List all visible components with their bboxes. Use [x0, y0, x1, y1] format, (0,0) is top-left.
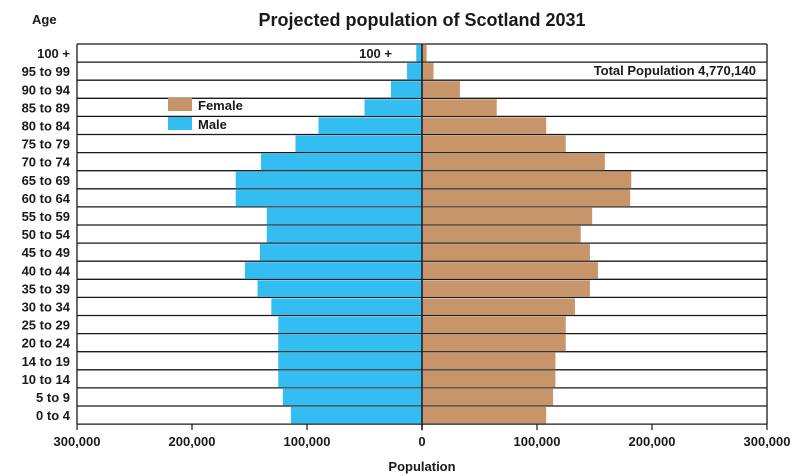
category-label: 10 to 14	[22, 372, 71, 387]
bar-female-1	[422, 63, 434, 80]
x-tick-labels: 300,000 200,000 100,000 0 100,000 200,000 300,…	[54, 424, 791, 449]
bar-male-6	[261, 153, 422, 171]
bar-female-2	[422, 81, 460, 98]
bar-male-3	[364, 99, 422, 116]
category-label: 100 +	[37, 46, 70, 61]
category-label: 30 to 34	[22, 299, 71, 314]
bar-female-6	[422, 153, 605, 171]
bar-male-7	[235, 171, 422, 189]
bar-male-1	[407, 63, 422, 80]
bar-female-20	[422, 407, 547, 424]
category-label: 60 to 64	[22, 191, 71, 206]
category-label: 40 to 44	[22, 263, 71, 278]
legend-label-male: Male	[198, 117, 227, 132]
legend: Female Male	[168, 98, 243, 132]
bars	[235, 45, 632, 424]
bar-female-15	[422, 316, 566, 334]
bar-female-12	[422, 262, 598, 279]
category-label: 95 to 99	[22, 64, 70, 79]
total-population-label: Total Population 4,770,140	[594, 63, 756, 78]
bar-male-19	[282, 388, 422, 406]
category-label: 65 to 69	[22, 173, 70, 188]
category-label: 35 to 39	[22, 281, 70, 296]
bar-female-9	[422, 207, 593, 225]
y-axis-label: Age	[32, 12, 57, 27]
legend-swatch-male	[168, 117, 192, 130]
x-axis-label: Population	[388, 459, 455, 474]
bar-male-4	[318, 117, 422, 134]
bar-female-10	[422, 226, 581, 243]
bar-male-13	[257, 280, 422, 297]
legend-label-female: Female	[198, 98, 243, 113]
x-tick-label: 300,000	[744, 434, 791, 449]
category-label: 45 to 49	[22, 245, 70, 260]
x-tick-label: 200,000	[629, 434, 676, 449]
bar-male-14	[271, 298, 422, 315]
bar-male-2	[390, 81, 422, 98]
legend-swatch-female	[168, 98, 192, 111]
bar-male-9	[266, 207, 422, 225]
category-label: 85 to 89	[22, 100, 70, 115]
bar-male-10	[266, 226, 422, 243]
top-bar-label: 100 +	[359, 46, 392, 61]
x-tick-label: 300,000	[54, 434, 101, 449]
bar-male-20	[290, 407, 422, 424]
x-tick-label: 0	[418, 434, 425, 449]
x-tick-label: 100,000	[284, 434, 331, 449]
bar-male-5	[295, 135, 422, 153]
category-label: 5 to 9	[36, 390, 70, 405]
bar-female-4	[422, 117, 547, 134]
bar-female-0	[422, 45, 427, 62]
bar-female-13	[422, 280, 590, 297]
category-label: 70 to 74	[22, 155, 71, 170]
category-label: 14 to 19	[22, 354, 70, 369]
category-label: 90 to 94	[22, 82, 71, 97]
bar-male-15	[278, 316, 422, 334]
bar-male-18	[278, 370, 422, 388]
category-label: 50 to 54	[22, 227, 71, 242]
category-label: 20 to 24	[22, 336, 71, 351]
bar-female-18	[422, 370, 556, 388]
bar-female-19	[422, 388, 554, 406]
bar-female-7	[422, 171, 632, 189]
bar-male-16	[278, 334, 422, 352]
bar-male-17	[278, 352, 422, 370]
bar-female-17	[422, 352, 556, 370]
category-label: 25 to 29	[22, 318, 70, 333]
category-label: 80 to 84	[22, 118, 71, 133]
bar-female-8	[422, 189, 631, 207]
bar-female-11	[422, 244, 590, 261]
bar-female-14	[422, 298, 575, 315]
bar-male-8	[235, 189, 422, 207]
bar-female-3	[422, 99, 497, 116]
category-label: 75 to 79	[22, 137, 70, 152]
bar-male-0	[416, 45, 422, 62]
category-labels: 100 + 95 to 99 90 to 94 85 to 89 80 to 84 75 …	[22, 46, 71, 423]
bar-male-11	[259, 244, 422, 261]
category-label: 55 to 59	[22, 209, 70, 224]
chart-title: Projected population of Scotland 2031	[258, 10, 585, 30]
category-label: 0 to 4	[36, 408, 71, 423]
bar-female-5	[422, 135, 566, 153]
x-tick-label: 100,000	[514, 434, 561, 449]
bar-female-16	[422, 334, 566, 352]
bar-male-12	[244, 262, 422, 279]
x-tick-label: 200,000	[169, 434, 216, 449]
